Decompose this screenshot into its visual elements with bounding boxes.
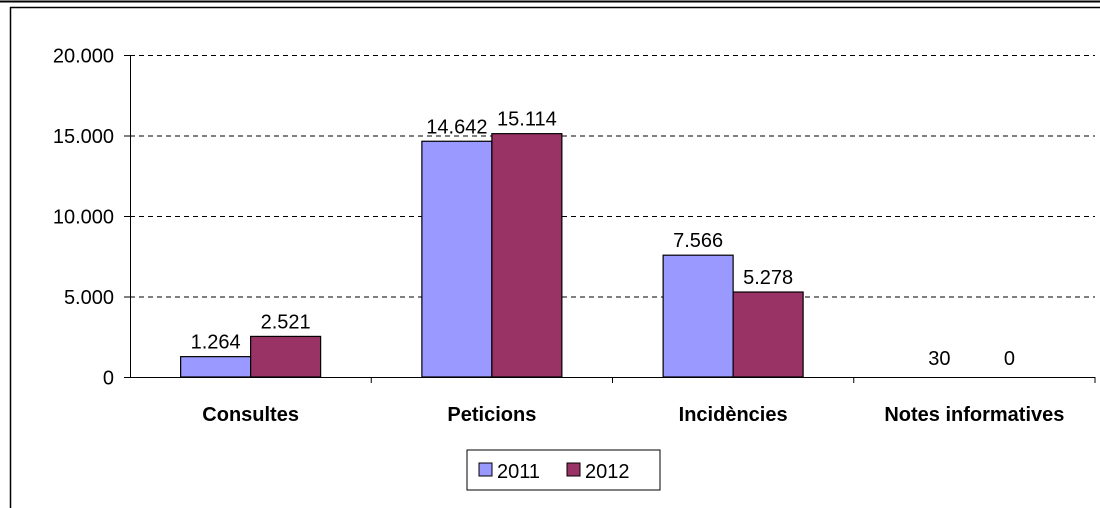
data-label: 14.642	[426, 116, 487, 138]
bar-2011-2	[662, 254, 734, 378]
bar-2011-1	[421, 140, 493, 378]
x-category-label: Notes informatives	[884, 404, 1064, 426]
data-label: 30	[928, 348, 950, 370]
x-category-label: Peticions	[447, 404, 536, 426]
gridlines	[130, 55, 1095, 298]
y-tick-label: 10.000	[53, 207, 114, 229]
bar-2011-0	[180, 356, 252, 378]
y-tick-label: 0	[103, 368, 114, 390]
legend-label: 2012	[585, 461, 630, 483]
legend-swatch-2012	[566, 462, 581, 477]
legend-label: 2011	[497, 461, 540, 483]
data-label: 7.566	[673, 230, 723, 252]
y-tick-label: 15.000	[53, 126, 114, 148]
bar-2012-0	[250, 335, 322, 378]
x-category-label: Consultes	[202, 404, 299, 426]
axes: 0 5.000 10.000 15.000 20.000	[53, 46, 1096, 390]
legend: 2011 2012	[466, 449, 661, 491]
y-tick-label: 20.000	[53, 46, 114, 68]
data-label: 0	[1004, 348, 1015, 370]
legend-box	[466, 449, 661, 491]
y-tick-label: 5.000	[64, 287, 114, 309]
labels: 1.264 2.521 Consultes 14.642 15.114 Peticions…	[191, 109, 1065, 426]
bar-2012-1	[491, 133, 563, 378]
data-label: 5.278	[743, 267, 793, 289]
x-category-label: Incidències	[679, 404, 788, 426]
data-label: 1.264	[191, 332, 241, 354]
legend-swatch-2011	[478, 462, 493, 477]
data-label: 2.521	[261, 311, 311, 333]
data-label: 15.114	[497, 109, 557, 131]
bar-2012-2	[732, 291, 804, 378]
bars	[180, 133, 804, 378]
